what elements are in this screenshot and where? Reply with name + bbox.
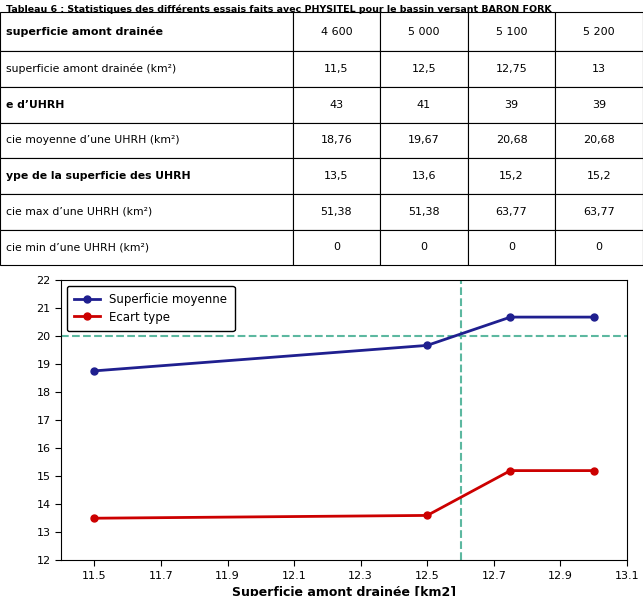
Text: 43: 43 — [329, 100, 343, 110]
Bar — [556, 123, 643, 158]
Bar — [556, 12, 643, 51]
Text: 5 000: 5 000 — [408, 27, 440, 36]
Bar — [0, 158, 293, 194]
Text: 0: 0 — [595, 243, 602, 252]
Text: 39: 39 — [592, 100, 606, 110]
Bar — [293, 87, 380, 123]
Bar — [468, 51, 556, 87]
Bar — [293, 158, 380, 194]
Bar — [0, 229, 293, 265]
Text: 11,5: 11,5 — [324, 64, 349, 74]
Text: 5 200: 5 200 — [583, 27, 615, 36]
Superficie moyenne — [507, 313, 514, 321]
Text: 5 100: 5 100 — [496, 27, 527, 36]
Bar — [0, 12, 293, 51]
Bar — [380, 123, 468, 158]
Text: superficie amont drainée (km²): superficie amont drainée (km²) — [6, 64, 177, 74]
Bar — [380, 51, 468, 87]
Ecart type — [91, 515, 98, 522]
Bar — [556, 194, 643, 229]
Text: 39: 39 — [505, 100, 519, 110]
Bar — [380, 87, 468, 123]
Bar — [293, 12, 380, 51]
Text: 13,5: 13,5 — [324, 171, 349, 181]
Text: superficie amont drainée: superficie amont drainée — [6, 26, 163, 37]
Bar — [380, 158, 468, 194]
Bar — [468, 12, 556, 51]
Superficie moyenne — [91, 367, 98, 374]
Bar — [0, 194, 293, 229]
Text: cie max d’une UHRH (km²): cie max d’une UHRH (km²) — [6, 207, 152, 217]
Bar — [468, 158, 556, 194]
Line: Superficie moyenne: Superficie moyenne — [91, 313, 597, 374]
Bar — [468, 229, 556, 265]
Bar — [556, 229, 643, 265]
Text: 13,6: 13,6 — [412, 171, 436, 181]
Text: 63,77: 63,77 — [496, 207, 527, 217]
Text: cie moyenne d’une UHRH (km²): cie moyenne d’une UHRH (km²) — [6, 135, 180, 145]
Text: 13: 13 — [592, 64, 606, 74]
Bar — [556, 51, 643, 87]
Text: 63,77: 63,77 — [583, 207, 615, 217]
Bar — [556, 87, 643, 123]
Legend: Superficie moyenne, Ecart type: Superficie moyenne, Ecart type — [67, 286, 235, 331]
Text: 51,38: 51,38 — [408, 207, 440, 217]
Bar — [468, 123, 556, 158]
Superficie moyenne — [423, 342, 431, 349]
Bar — [293, 123, 380, 158]
Bar — [468, 87, 556, 123]
Text: 20,68: 20,68 — [496, 135, 527, 145]
Bar — [0, 87, 293, 123]
Ecart type — [423, 512, 431, 519]
Ecart type — [507, 467, 514, 474]
Superficie moyenne — [590, 313, 597, 321]
Text: Tableau 6 : Statistiques des différents essais faits avec PHYSITEL pour le bassi: Tableau 6 : Statistiques des différents … — [6, 4, 552, 14]
X-axis label: Superficie amont drainée [km2]: Superficie amont drainée [km2] — [232, 586, 456, 596]
Bar — [380, 12, 468, 51]
Text: 20,68: 20,68 — [583, 135, 615, 145]
Bar — [0, 51, 293, 87]
Bar — [380, 194, 468, 229]
Bar — [293, 194, 380, 229]
Text: 41: 41 — [417, 100, 431, 110]
Text: 0: 0 — [333, 243, 340, 252]
Ecart type — [590, 467, 597, 474]
Bar — [468, 194, 556, 229]
Text: cie min d’une UHRH (km²): cie min d’une UHRH (km²) — [6, 243, 150, 252]
Text: 4 600: 4 600 — [321, 27, 352, 36]
Text: 19,67: 19,67 — [408, 135, 440, 145]
Bar — [293, 229, 380, 265]
Text: e d’UHRH: e d’UHRH — [6, 100, 65, 110]
Text: 15,2: 15,2 — [499, 171, 524, 181]
Text: 0: 0 — [508, 243, 515, 252]
Bar — [380, 229, 468, 265]
Text: 12,5: 12,5 — [412, 64, 437, 74]
Text: 12,75: 12,75 — [496, 64, 527, 74]
Text: 15,2: 15,2 — [587, 171, 611, 181]
Text: 0: 0 — [421, 243, 428, 252]
Text: 18,76: 18,76 — [320, 135, 352, 145]
Bar — [556, 158, 643, 194]
Line: Ecart type: Ecart type — [91, 467, 597, 522]
Bar — [0, 123, 293, 158]
Text: ype de la superficie des UHRH: ype de la superficie des UHRH — [6, 171, 191, 181]
Bar — [293, 51, 380, 87]
Text: 51,38: 51,38 — [321, 207, 352, 217]
